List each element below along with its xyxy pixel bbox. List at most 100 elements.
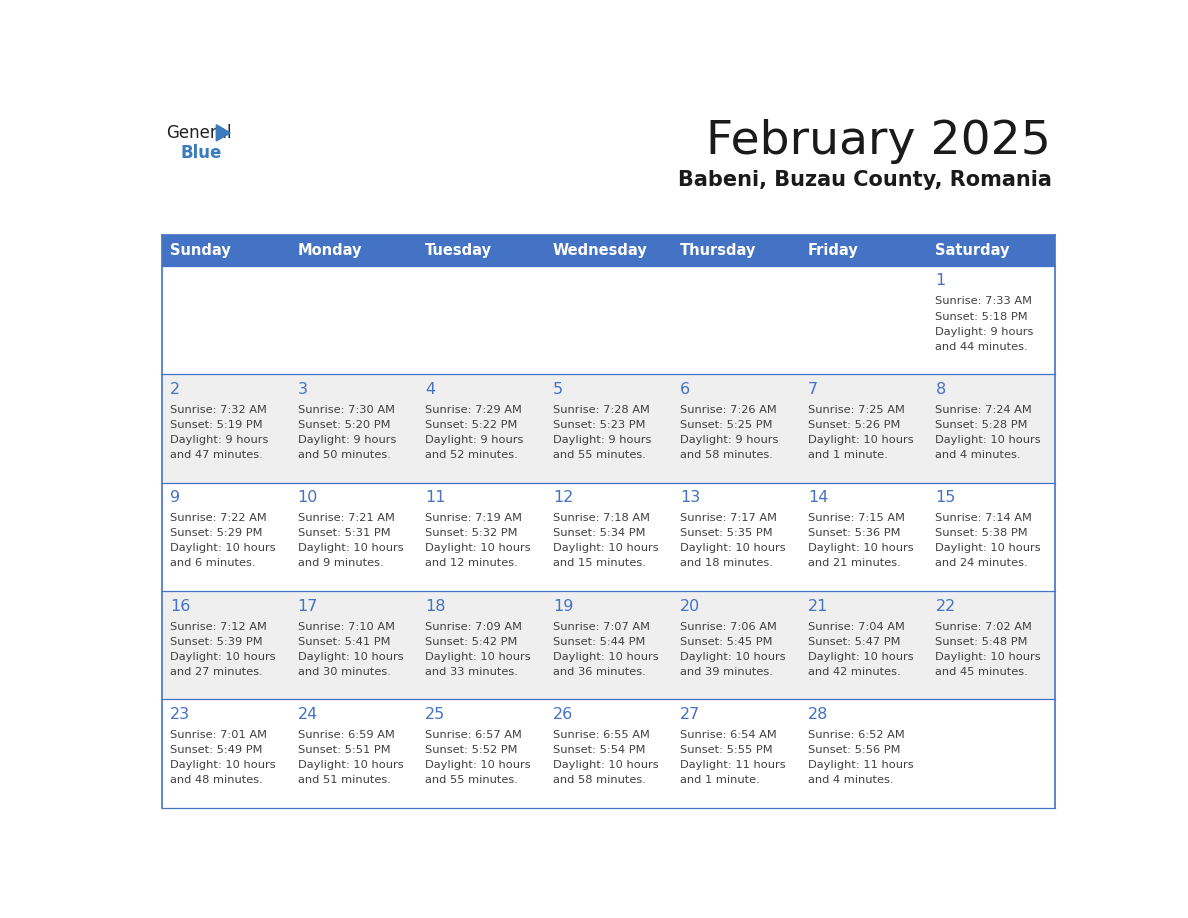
Text: 13: 13 [681,490,701,505]
Text: Daylight: 10 hours: Daylight: 10 hours [170,760,276,770]
Text: Daylight: 10 hours: Daylight: 10 hours [170,543,276,554]
Polygon shape [216,125,230,141]
Text: and 4 minutes.: and 4 minutes. [808,775,893,785]
Text: 2: 2 [170,382,181,397]
Text: Sunrise: 7:15 AM: Sunrise: 7:15 AM [808,513,905,523]
Text: Daylight: 10 hours: Daylight: 10 hours [425,543,531,554]
Text: Thursday: Thursday [681,242,757,258]
Text: 28: 28 [808,707,828,722]
Text: and 45 minutes.: and 45 minutes. [935,666,1028,677]
Text: Daylight: 11 hours: Daylight: 11 hours [808,760,914,770]
Text: Sunrise: 7:12 AM: Sunrise: 7:12 AM [170,621,267,632]
Text: Sunrise: 7:33 AM: Sunrise: 7:33 AM [935,297,1032,307]
Text: Sunrise: 7:04 AM: Sunrise: 7:04 AM [808,621,905,632]
Text: Sunset: 5:42 PM: Sunset: 5:42 PM [425,637,518,647]
Text: Daylight: 10 hours: Daylight: 10 hours [425,760,531,770]
Text: Sunset: 5:29 PM: Sunset: 5:29 PM [170,529,263,538]
Text: February 2025: February 2025 [707,119,1051,164]
Text: 14: 14 [808,490,828,505]
Text: Babeni, Buzau County, Romania: Babeni, Buzau County, Romania [677,170,1051,190]
Text: 25: 25 [425,707,446,722]
Text: Daylight: 10 hours: Daylight: 10 hours [552,760,658,770]
Text: Daylight: 10 hours: Daylight: 10 hours [935,435,1041,445]
Text: and 55 minutes.: and 55 minutes. [425,775,518,785]
Text: and 21 minutes.: and 21 minutes. [808,558,901,568]
Text: 5: 5 [552,382,563,397]
Text: and 58 minutes.: and 58 minutes. [552,775,646,785]
Text: 1: 1 [935,274,946,288]
Text: Sunset: 5:49 PM: Sunset: 5:49 PM [170,745,263,756]
Text: Sunset: 5:19 PM: Sunset: 5:19 PM [170,420,263,430]
Text: Sunrise: 7:21 AM: Sunrise: 7:21 AM [298,513,394,523]
Text: Sunset: 5:48 PM: Sunset: 5:48 PM [935,637,1028,647]
Text: Sunrise: 6:59 AM: Sunrise: 6:59 AM [298,730,394,740]
Text: 26: 26 [552,707,573,722]
Text: Daylight: 10 hours: Daylight: 10 hours [170,652,276,662]
Text: Daylight: 9 hours: Daylight: 9 hours [681,435,779,445]
Text: Daylight: 10 hours: Daylight: 10 hours [935,543,1041,554]
Text: and 27 minutes.: and 27 minutes. [170,666,263,677]
Text: Sunrise: 7:14 AM: Sunrise: 7:14 AM [935,513,1032,523]
Text: Daylight: 10 hours: Daylight: 10 hours [681,543,786,554]
Text: 16: 16 [170,599,190,613]
Text: Sunset: 5:36 PM: Sunset: 5:36 PM [808,529,901,538]
Text: Sunrise: 6:55 AM: Sunrise: 6:55 AM [552,730,650,740]
Bar [163,700,1055,808]
Text: and 6 minutes.: and 6 minutes. [170,558,255,568]
Text: Daylight: 10 hours: Daylight: 10 hours [681,652,786,662]
Text: 10: 10 [298,490,318,505]
Text: Sunset: 5:25 PM: Sunset: 5:25 PM [681,420,773,430]
Text: and 1 minute.: and 1 minute. [681,775,760,785]
Text: Sunrise: 7:28 AM: Sunrise: 7:28 AM [552,405,650,415]
Text: Sunset: 5:23 PM: Sunset: 5:23 PM [552,420,645,430]
Text: and 9 minutes.: and 9 minutes. [298,558,384,568]
Text: and 39 minutes.: and 39 minutes. [681,666,773,677]
Text: and 47 minutes.: and 47 minutes. [170,450,263,460]
Text: Sunrise: 7:29 AM: Sunrise: 7:29 AM [425,405,523,415]
Text: Saturday: Saturday [935,242,1010,258]
Text: Sunset: 5:51 PM: Sunset: 5:51 PM [298,745,391,756]
Text: Sunset: 5:28 PM: Sunset: 5:28 PM [935,420,1028,430]
Text: Sunrise: 6:52 AM: Sunrise: 6:52 AM [808,730,905,740]
Text: 8: 8 [935,382,946,397]
Text: 22: 22 [935,599,955,613]
Text: 18: 18 [425,599,446,613]
Text: Daylight: 9 hours: Daylight: 9 hours [298,435,396,445]
Text: and 44 minutes.: and 44 minutes. [935,341,1028,352]
Text: and 52 minutes.: and 52 minutes. [425,450,518,460]
Text: Sunrise: 6:57 AM: Sunrise: 6:57 AM [425,730,523,740]
Text: and 36 minutes.: and 36 minutes. [552,666,645,677]
Text: Sunset: 5:56 PM: Sunset: 5:56 PM [808,745,901,756]
Text: Sunrise: 7:18 AM: Sunrise: 7:18 AM [552,513,650,523]
Text: Sunrise: 7:25 AM: Sunrise: 7:25 AM [808,405,905,415]
Text: 27: 27 [681,707,701,722]
Text: Sunrise: 7:17 AM: Sunrise: 7:17 AM [681,513,777,523]
Text: and 50 minutes.: and 50 minutes. [298,450,391,460]
Text: Monday: Monday [298,242,362,258]
Text: and 42 minutes.: and 42 minutes. [808,666,901,677]
Text: Sunrise: 7:22 AM: Sunrise: 7:22 AM [170,513,267,523]
Text: and 18 minutes.: and 18 minutes. [681,558,773,568]
Text: Daylight: 10 hours: Daylight: 10 hours [808,652,914,662]
Text: Daylight: 10 hours: Daylight: 10 hours [298,760,404,770]
Text: Daylight: 10 hours: Daylight: 10 hours [425,652,531,662]
Text: 9: 9 [170,490,181,505]
Text: 17: 17 [298,599,318,613]
Text: and 33 minutes.: and 33 minutes. [425,666,518,677]
Text: Sunset: 5:45 PM: Sunset: 5:45 PM [681,637,773,647]
Text: Sunrise: 7:06 AM: Sunrise: 7:06 AM [681,621,777,632]
Text: and 30 minutes.: and 30 minutes. [298,666,391,677]
Text: Sunrise: 7:02 AM: Sunrise: 7:02 AM [935,621,1032,632]
Text: Sunset: 5:39 PM: Sunset: 5:39 PM [170,637,263,647]
Text: Sunrise: 7:19 AM: Sunrise: 7:19 AM [425,513,523,523]
Text: Daylight: 9 hours: Daylight: 9 hours [935,327,1034,337]
Text: Daylight: 10 hours: Daylight: 10 hours [935,652,1041,662]
Text: 24: 24 [298,707,318,722]
Text: Daylight: 10 hours: Daylight: 10 hours [298,652,404,662]
Text: Daylight: 11 hours: Daylight: 11 hours [681,760,786,770]
Text: 15: 15 [935,490,956,505]
Bar [163,235,1055,265]
Text: Sunset: 5:22 PM: Sunset: 5:22 PM [425,420,518,430]
Text: 4: 4 [425,382,436,397]
Text: Daylight: 9 hours: Daylight: 9 hours [552,435,651,445]
